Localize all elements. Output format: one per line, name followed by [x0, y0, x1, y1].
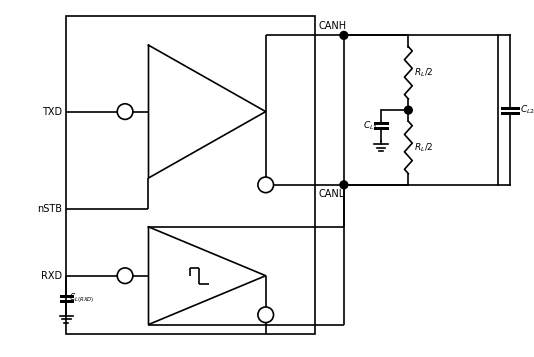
Text: $C_{L(RXD)}$: $C_{L(RXD)}$: [69, 291, 95, 305]
Circle shape: [340, 181, 348, 189]
Text: $R_L/2$: $R_L/2$: [414, 141, 434, 154]
Text: CANL: CANL: [318, 189, 345, 199]
Text: TXD: TXD: [42, 107, 62, 117]
Text: $C_{L1}$: $C_{L1}$: [363, 120, 378, 132]
Text: $R_L/2$: $R_L/2$: [414, 66, 434, 79]
Text: $C_{L2}$: $C_{L2}$: [520, 104, 534, 116]
Circle shape: [258, 177, 273, 193]
Text: nSTB: nSTB: [37, 204, 62, 214]
Text: CANH: CANH: [318, 21, 347, 31]
Circle shape: [340, 31, 348, 39]
Circle shape: [258, 307, 273, 323]
Bar: [66, 16, 315, 334]
Text: RXD: RXD: [42, 271, 62, 281]
Circle shape: [404, 106, 412, 114]
Circle shape: [117, 268, 133, 283]
Circle shape: [117, 104, 133, 119]
